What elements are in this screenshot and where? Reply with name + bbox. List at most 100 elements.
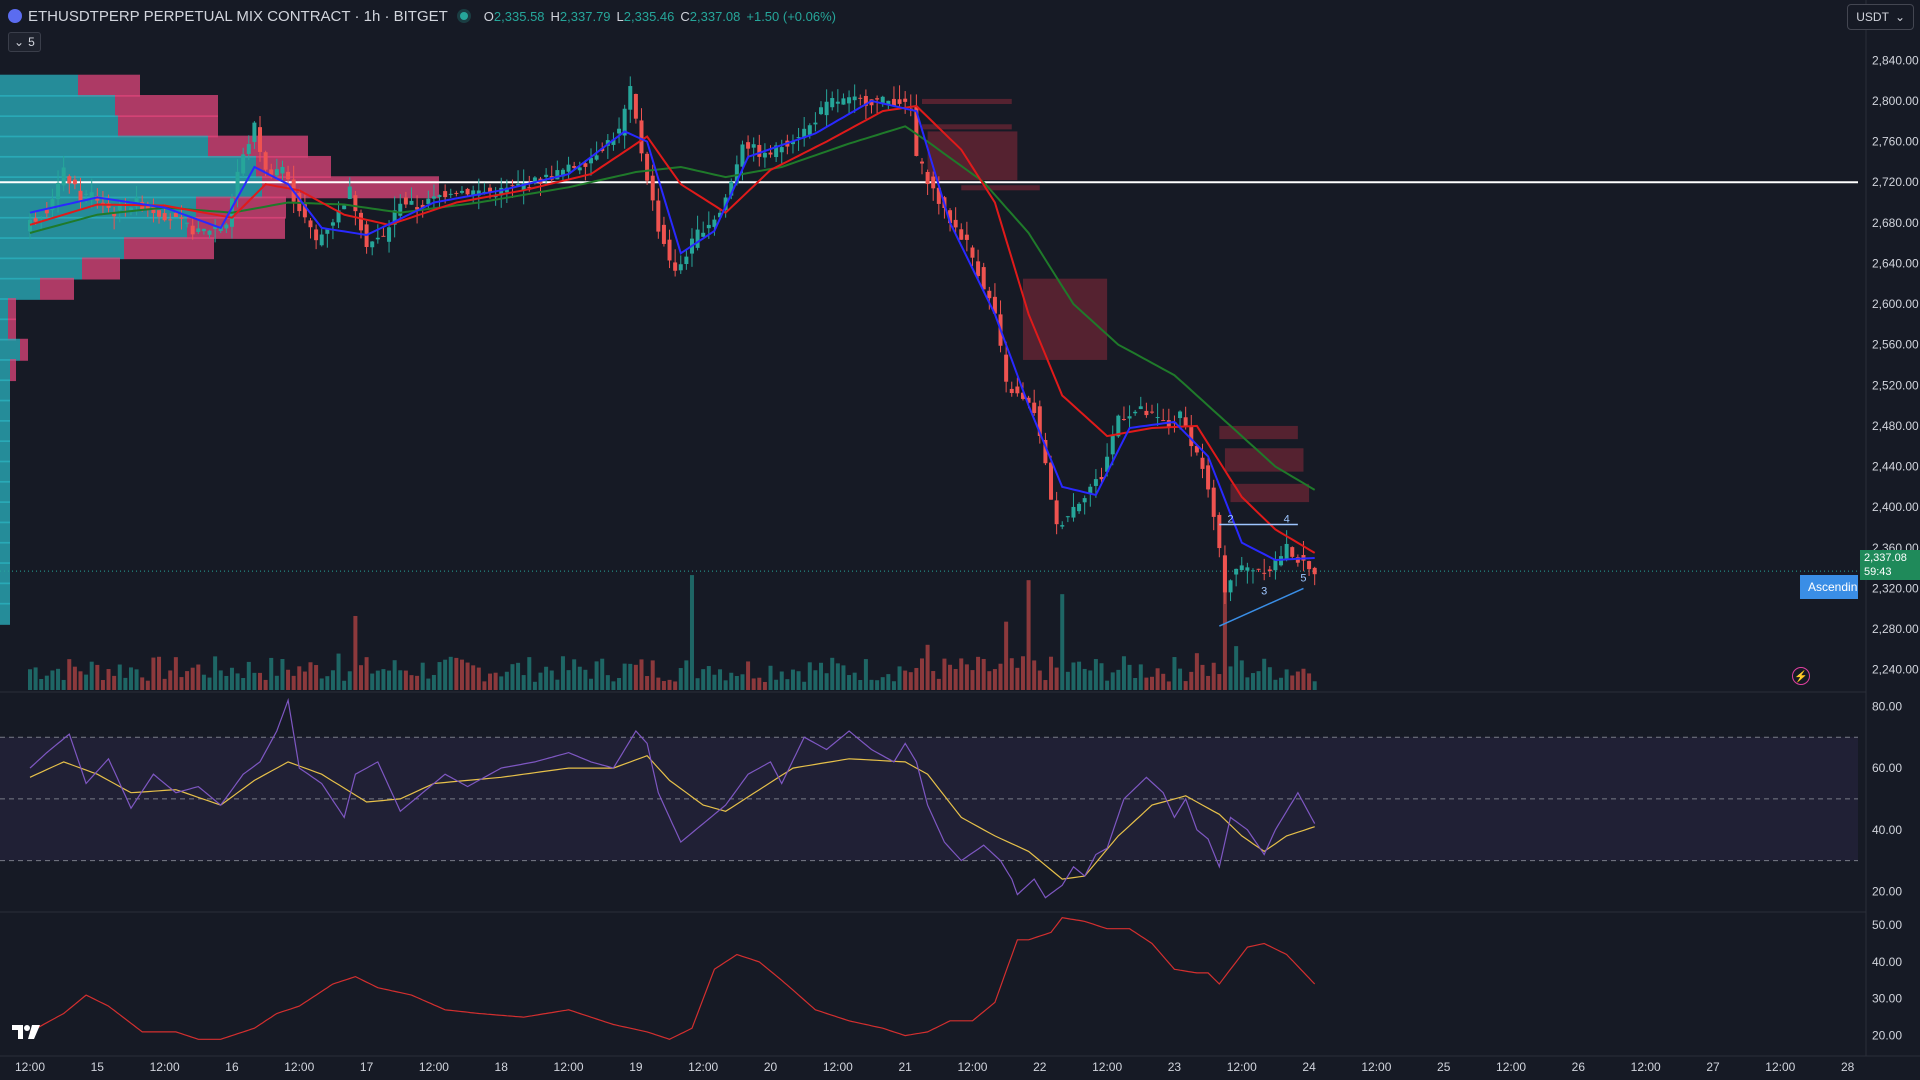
candle-body <box>869 99 874 106</box>
candle-body <box>1054 500 1059 525</box>
pattern-label[interactable]: Ascendin <box>1800 575 1858 599</box>
candle-body <box>555 170 560 180</box>
volume-bar <box>28 669 32 690</box>
volume-bar <box>1267 667 1272 690</box>
candle-body <box>145 205 150 210</box>
volume-bar <box>762 681 767 690</box>
candle-body <box>639 120 644 154</box>
volume-profile-buy-bar <box>0 440 10 463</box>
candle-body <box>1049 462 1054 500</box>
volume-bar <box>678 668 683 690</box>
volume-bar <box>1093 659 1098 690</box>
rsi-line <box>29 697 1316 899</box>
candle-body <box>661 224 666 244</box>
candle-body <box>516 184 521 186</box>
supply-zone <box>961 185 1040 191</box>
volume-bar <box>213 656 218 690</box>
candle-body <box>196 228 201 232</box>
volume-profile-sell-bar <box>115 95 218 118</box>
symbol-title[interactable]: ETHUSDTPERP PERPETUAL MIX CONTRACT · 1h … <box>28 7 448 25</box>
volume-profile-sell-bar <box>20 338 28 361</box>
candle-body <box>1138 406 1143 410</box>
currency-select[interactable]: USDT ⌄ <box>1847 4 1914 30</box>
volume-bar <box>1200 664 1205 690</box>
low-value: 2,335.46 <box>623 8 675 24</box>
volume-bar <box>779 671 784 690</box>
volume-bar <box>1043 680 1048 690</box>
candle-body <box>712 219 717 227</box>
candle-body <box>897 99 902 104</box>
volume-profile-buy-bar <box>0 359 10 382</box>
price-axis-label: 2,400.00 <box>1872 500 1919 514</box>
volume-bar <box>347 671 352 690</box>
candle-body <box>1060 525 1065 527</box>
candle-body <box>886 100 891 105</box>
volume-bar <box>123 677 128 690</box>
indicators-collapse-button[interactable]: ⌄ 5 <box>8 32 41 52</box>
candle-body <box>314 229 319 241</box>
volume-profile-sell-bar <box>118 115 218 138</box>
pattern-point-label: 2 <box>1227 513 1233 525</box>
volume-bar <box>471 665 476 690</box>
volume-bar <box>594 661 599 690</box>
candle-body <box>1065 516 1070 518</box>
candle-body <box>684 256 689 264</box>
candle-body <box>633 93 638 119</box>
volume-bar <box>241 678 246 690</box>
volume-profile-buy-bar <box>0 460 10 483</box>
candle-body <box>768 152 773 155</box>
candle-body <box>325 229 330 234</box>
candle-body <box>1077 503 1082 512</box>
volume-bar <box>1015 667 1020 690</box>
candle-body <box>701 232 706 237</box>
volume-bar <box>891 681 896 690</box>
volume-bar <box>740 674 745 690</box>
volume-bar <box>1172 657 1177 690</box>
candle-body <box>746 142 751 149</box>
volume-bar <box>1054 667 1059 690</box>
candle-body <box>566 164 571 172</box>
volume-profile-buy-bar <box>0 298 8 321</box>
candle-body <box>1284 543 1289 560</box>
candle-body <box>959 229 964 240</box>
volume-bar <box>459 659 464 690</box>
time-axis-label: 12:00 <box>1227 1060 1257 1074</box>
volume-profile-sell-bar <box>10 359 16 382</box>
candle-body <box>880 96 885 104</box>
candle-body <box>1222 555 1227 593</box>
candle-body <box>358 212 363 231</box>
volume-bar <box>1133 677 1138 690</box>
volume-profile-sell-bar <box>8 298 16 321</box>
candle-body <box>241 154 246 174</box>
candle-body <box>78 190 83 201</box>
candle-body <box>392 210 397 225</box>
lightning-icon[interactable]: ⚡ <box>1792 667 1810 685</box>
volume-profile-buy-bar <box>0 541 10 564</box>
volume-bar <box>319 678 324 690</box>
candle-body <box>678 264 683 271</box>
candle-body <box>617 128 622 134</box>
candle-body <box>751 144 756 148</box>
volume-bar <box>1295 671 1300 690</box>
candle-body <box>723 197 728 210</box>
candle-body <box>1267 569 1272 572</box>
volume-bar <box>936 678 941 690</box>
volume-bar <box>757 677 762 690</box>
volume-bar <box>645 676 650 690</box>
supply-zone <box>927 131 1018 181</box>
ema-slow-line <box>29 125 1316 491</box>
candle-body <box>936 187 941 204</box>
price-axis-label: 2,840.00 <box>1872 53 1919 67</box>
candle-body <box>577 167 582 171</box>
volume-bar <box>1290 675 1295 690</box>
price-axis-label: 2,520.00 <box>1872 378 1919 392</box>
time-axis-label: 17 <box>360 1060 374 1074</box>
volume-bar <box>1026 580 1031 690</box>
volume-bar <box>314 665 319 690</box>
candle-body <box>286 171 291 180</box>
volume-bar <box>819 662 824 690</box>
time-axis-label: 25 <box>1437 1060 1451 1074</box>
volume-bar <box>106 669 111 690</box>
volume-profile-buy-bar <box>0 135 208 158</box>
